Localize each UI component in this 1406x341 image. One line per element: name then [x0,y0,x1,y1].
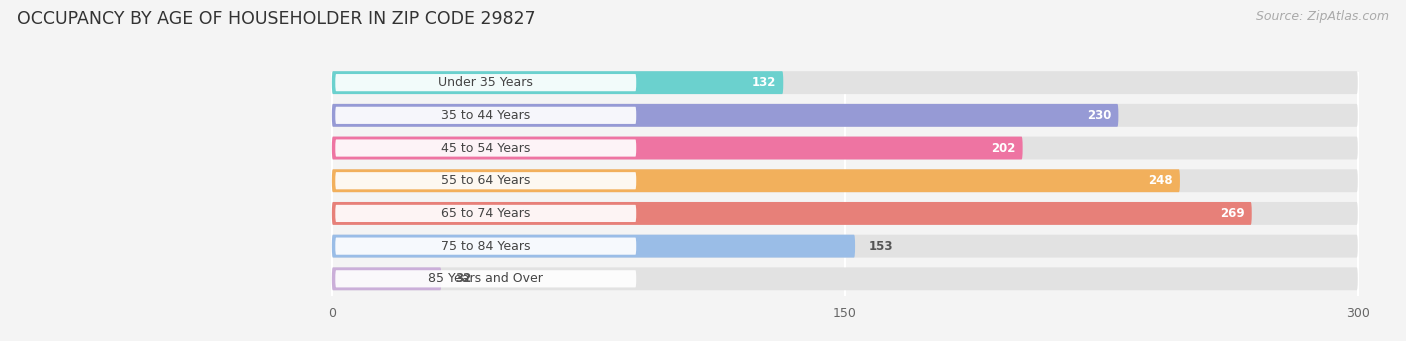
Text: 65 to 74 Years: 65 to 74 Years [441,207,530,220]
Text: 230: 230 [1087,109,1112,122]
FancyBboxPatch shape [335,172,637,189]
FancyBboxPatch shape [335,270,637,287]
FancyBboxPatch shape [335,74,637,91]
FancyBboxPatch shape [335,205,637,222]
FancyBboxPatch shape [332,267,441,290]
Text: 75 to 84 Years: 75 to 84 Years [441,240,530,253]
FancyBboxPatch shape [335,107,637,124]
Text: OCCUPANCY BY AGE OF HOUSEHOLDER IN ZIP CODE 29827: OCCUPANCY BY AGE OF HOUSEHOLDER IN ZIP C… [17,10,536,28]
Text: 35 to 44 Years: 35 to 44 Years [441,109,530,122]
Text: 153: 153 [869,240,893,253]
FancyBboxPatch shape [332,71,1358,94]
FancyBboxPatch shape [332,104,1358,127]
FancyBboxPatch shape [332,202,1358,225]
FancyBboxPatch shape [332,267,1358,290]
FancyBboxPatch shape [335,139,637,157]
FancyBboxPatch shape [332,137,1022,160]
FancyBboxPatch shape [332,71,783,94]
Text: Source: ZipAtlas.com: Source: ZipAtlas.com [1256,10,1389,23]
Text: 32: 32 [456,272,471,285]
FancyBboxPatch shape [332,202,1251,225]
Text: 202: 202 [991,142,1015,154]
FancyBboxPatch shape [332,137,1358,160]
Text: 248: 248 [1149,174,1173,187]
FancyBboxPatch shape [335,238,637,255]
Text: 45 to 54 Years: 45 to 54 Years [441,142,530,154]
FancyBboxPatch shape [332,169,1358,192]
FancyBboxPatch shape [332,104,1118,127]
Text: 269: 269 [1220,207,1244,220]
FancyBboxPatch shape [332,169,1180,192]
Text: 132: 132 [752,76,776,89]
Text: Under 35 Years: Under 35 Years [439,76,533,89]
FancyBboxPatch shape [332,235,855,257]
Text: 55 to 64 Years: 55 to 64 Years [441,174,530,187]
FancyBboxPatch shape [332,235,1358,257]
Text: 85 Years and Over: 85 Years and Over [429,272,543,285]
